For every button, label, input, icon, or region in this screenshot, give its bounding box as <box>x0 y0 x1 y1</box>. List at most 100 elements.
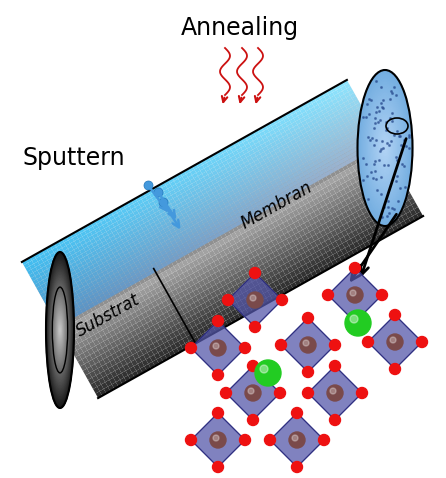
Polygon shape <box>278 146 285 152</box>
Polygon shape <box>286 188 292 194</box>
Polygon shape <box>206 216 211 222</box>
Polygon shape <box>95 295 101 301</box>
Polygon shape <box>136 263 142 269</box>
Polygon shape <box>227 187 233 193</box>
Polygon shape <box>324 141 330 147</box>
Polygon shape <box>118 231 124 237</box>
Polygon shape <box>89 303 95 308</box>
Polygon shape <box>304 143 310 151</box>
Polygon shape <box>180 284 186 291</box>
Polygon shape <box>138 258 145 263</box>
Polygon shape <box>267 212 274 218</box>
Polygon shape <box>330 152 337 160</box>
Polygon shape <box>205 196 211 201</box>
Polygon shape <box>234 200 241 207</box>
Polygon shape <box>52 284 58 292</box>
Polygon shape <box>344 91 351 98</box>
Polygon shape <box>242 205 248 210</box>
Polygon shape <box>117 326 124 332</box>
Ellipse shape <box>359 73 411 223</box>
Polygon shape <box>179 235 185 241</box>
Polygon shape <box>103 357 110 364</box>
Polygon shape <box>173 196 179 202</box>
Polygon shape <box>57 274 62 280</box>
Polygon shape <box>332 241 339 248</box>
Polygon shape <box>98 281 103 286</box>
Polygon shape <box>120 235 126 240</box>
Polygon shape <box>319 152 325 158</box>
Polygon shape <box>338 100 344 105</box>
Polygon shape <box>187 298 194 305</box>
Polygon shape <box>164 180 171 187</box>
Polygon shape <box>99 293 106 301</box>
Polygon shape <box>236 195 242 200</box>
Polygon shape <box>323 121 330 128</box>
Polygon shape <box>204 194 211 200</box>
Polygon shape <box>100 228 107 235</box>
Polygon shape <box>330 182 337 189</box>
Polygon shape <box>329 255 335 261</box>
Polygon shape <box>318 132 324 137</box>
Polygon shape <box>293 191 300 198</box>
Polygon shape <box>331 154 337 160</box>
Polygon shape <box>248 252 254 260</box>
Circle shape <box>213 343 219 349</box>
Polygon shape <box>149 326 156 332</box>
Polygon shape <box>299 116 306 123</box>
Polygon shape <box>269 168 275 174</box>
Polygon shape <box>85 230 92 237</box>
Polygon shape <box>139 355 146 362</box>
Polygon shape <box>239 181 245 186</box>
Polygon shape <box>339 82 345 89</box>
Polygon shape <box>266 296 273 303</box>
Polygon shape <box>363 134 369 141</box>
Polygon shape <box>173 205 178 210</box>
Polygon shape <box>186 305 193 312</box>
Polygon shape <box>174 198 181 205</box>
Polygon shape <box>294 137 301 142</box>
Ellipse shape <box>47 257 73 403</box>
Polygon shape <box>243 140 249 146</box>
Polygon shape <box>216 187 223 194</box>
Polygon shape <box>54 259 59 264</box>
Ellipse shape <box>50 272 70 388</box>
Polygon shape <box>323 151 330 157</box>
Polygon shape <box>325 257 331 264</box>
Polygon shape <box>220 280 227 287</box>
Polygon shape <box>261 125 268 132</box>
Polygon shape <box>296 225 303 232</box>
Polygon shape <box>264 196 270 202</box>
Polygon shape <box>337 88 343 93</box>
Polygon shape <box>142 265 148 270</box>
Polygon shape <box>162 262 168 268</box>
Polygon shape <box>145 233 152 239</box>
Polygon shape <box>101 220 107 225</box>
Polygon shape <box>152 282 158 289</box>
Polygon shape <box>141 235 148 240</box>
Polygon shape <box>263 175 269 181</box>
Polygon shape <box>317 100 323 107</box>
Polygon shape <box>126 265 132 271</box>
Circle shape <box>249 268 260 279</box>
Polygon shape <box>343 89 348 94</box>
Polygon shape <box>116 255 122 262</box>
Polygon shape <box>297 255 303 261</box>
Polygon shape <box>176 173 182 179</box>
Polygon shape <box>244 207 250 214</box>
Polygon shape <box>150 194 157 200</box>
Polygon shape <box>226 214 231 219</box>
Polygon shape <box>234 200 240 206</box>
Polygon shape <box>185 293 191 300</box>
Polygon shape <box>343 156 349 162</box>
Polygon shape <box>215 157 222 164</box>
Polygon shape <box>369 185 376 191</box>
Polygon shape <box>219 250 226 257</box>
Polygon shape <box>403 207 410 214</box>
Polygon shape <box>223 171 230 178</box>
Polygon shape <box>150 241 157 248</box>
Polygon shape <box>196 323 203 330</box>
Polygon shape <box>232 273 239 280</box>
Polygon shape <box>95 257 101 262</box>
Polygon shape <box>219 221 226 228</box>
Polygon shape <box>232 159 238 164</box>
